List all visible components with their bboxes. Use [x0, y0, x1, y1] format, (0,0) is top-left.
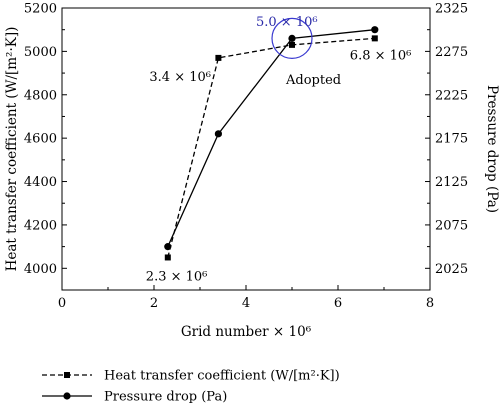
data-point-circle: [214, 130, 222, 138]
y-left-tick-label: 5000: [24, 45, 57, 60]
data-point-circle: [371, 26, 379, 34]
tick-labels: 0 2 4 6 8 4000 4200 4400 4600 4800 5000 5200 2025 207…: [24, 2, 468, 312]
data-point-square: [371, 35, 378, 42]
data-point-circle: [164, 243, 172, 251]
data-point-square: [164, 254, 171, 261]
annotation-label: 6.8 × 10⁶: [350, 48, 412, 63]
y-left-tick-label: 4400: [24, 175, 57, 190]
x-tick-label: 4: [242, 296, 250, 311]
series-line-2: [167, 29, 375, 247]
x-tick-label: 6: [334, 296, 342, 311]
y-left-tick-label: 4200: [24, 218, 57, 233]
y-axis-right-title: Pressure drop (Pa): [484, 85, 500, 213]
x-tick-label: 8: [426, 296, 434, 311]
annotation-label: 3.4 × 10⁶: [149, 70, 211, 85]
series-layer: [164, 26, 379, 261]
y-left-tick-label: 4800: [24, 88, 57, 103]
annotation-label: 5.0 × 10⁶: [256, 15, 318, 30]
annotations: 2.3 × 10⁶ 3.4 × 10⁶ 5.0 × 10⁶ 6.8 × 10⁶ Adop…: [146, 15, 412, 285]
x-axis-title: Grid number × 10⁶: [181, 324, 312, 340]
annotation-label: Adopted: [285, 73, 341, 88]
x-tick-label: 0: [58, 296, 66, 311]
y-left-tick-label: 4600: [24, 132, 57, 147]
series-line-1: [167, 37, 375, 258]
adopted-highlight-circle: [271, 17, 313, 59]
y-axis-left-title: Heat transfer coefficient (W/[m²·K]): [4, 27, 20, 272]
annotation-label: 2.3 × 10⁶: [146, 269, 208, 284]
legend-marker-circle: [63, 392, 71, 400]
legend-marker-square: [64, 372, 70, 378]
y-left-tick-label: 4000: [24, 262, 57, 277]
x-tick-label: 2: [150, 296, 158, 311]
data-point-square: [215, 54, 222, 61]
y-right-tick-label: 2175: [435, 132, 468, 147]
y-right-tick-label: 2325: [435, 2, 468, 17]
y-right-tick-label: 2125: [435, 175, 468, 190]
y-right-tick-label: 2275: [435, 45, 468, 60]
data-point-circle: [288, 34, 296, 42]
legend-label-1: Heat transfer coefficient (W/[m²·K]): [104, 369, 340, 384]
y-left-tick-label: 5200: [24, 2, 57, 17]
legend: Heat transfer coefficient (W/[m²·K]) Pres…: [42, 369, 340, 405]
y-right-tick-label: 2225: [435, 88, 468, 103]
data-point-square: [289, 41, 295, 48]
y-right-tick-label: 2075: [435, 218, 468, 233]
y-right-tick-label: 2025: [435, 262, 468, 277]
legend-label-2: Pressure drop (Pa): [104, 390, 227, 405]
